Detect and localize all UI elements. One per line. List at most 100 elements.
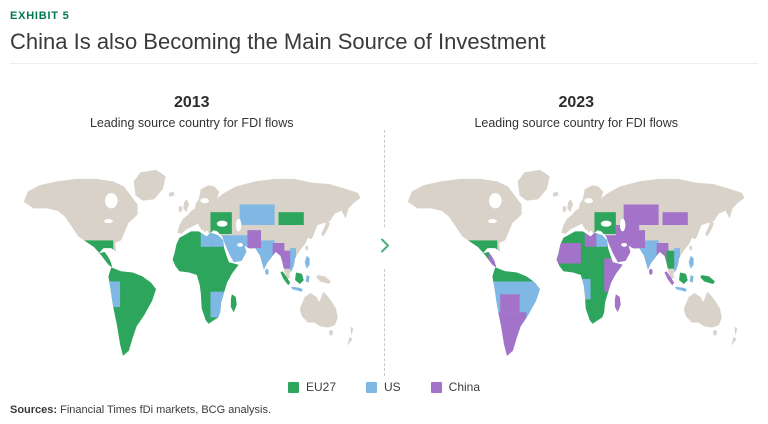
legend-label: China [448, 380, 481, 394]
region-new-zealand [731, 326, 738, 346]
legend-swatch-china [430, 381, 442, 393]
region-vietnam [674, 248, 681, 272]
region-myanmar-bangladesh [656, 242, 669, 264]
legend-swatch-us [366, 381, 377, 393]
overlays-north-america [83, 240, 114, 270]
caspian-sea [620, 218, 626, 232]
region-sulawesi [305, 275, 310, 283]
region-argentina-chile [107, 312, 142, 361]
region-ireland [178, 205, 183, 213]
region-mongolia [662, 212, 689, 226]
baltic-sea [200, 198, 209, 204]
legend-item-us: US [366, 380, 401, 394]
region-united-kingdom [567, 199, 574, 213]
exhibit-header: EXHIBIT 5 China Is also Becoming the Mai… [10, 10, 758, 64]
region-bolivia-paraguay [116, 294, 135, 312]
overlays-south-america [492, 267, 539, 356]
region-tasmania [713, 329, 718, 336]
region-libya [584, 231, 597, 247]
region-mexico [468, 240, 498, 268]
sources-text: Financial Times fDi markets, BCG analysi… [57, 404, 272, 416]
panel-2023: 2023 Leading source country for FDI flow… [395, 94, 759, 376]
sources-label: Sources: [10, 404, 58, 416]
region-sulawesi [689, 275, 694, 283]
panel-year-label: 2013 [173, 94, 210, 111]
region-ireland [562, 205, 567, 213]
region-taiwan [305, 245, 308, 251]
region-new-guinea [700, 275, 716, 285]
region-central-america [104, 253, 114, 270]
region-west-africa [556, 242, 582, 264]
panel-subtitle: Leading source country for FDI flows [474, 116, 679, 130]
caspian-sea [235, 218, 242, 232]
region-central-asia [623, 204, 659, 226]
continent-australia [299, 291, 338, 328]
panel-2013: 2013 Leading source country for FDI flow… [10, 94, 374, 376]
legend-item-eu27: EU27 [287, 380, 336, 394]
black-sea [601, 220, 612, 227]
continent-north-america [23, 178, 138, 268]
region-greenland [517, 169, 551, 201]
region-angola [195, 279, 207, 300]
region-pakistan-afghanistan [247, 230, 261, 249]
region-philippines [689, 255, 694, 269]
legend: EU27 US China [10, 380, 758, 394]
region-taiwan [689, 245, 693, 251]
region-iceland [552, 191, 559, 197]
hudson-bay [104, 192, 118, 209]
baltic-sea [584, 198, 594, 204]
sources-note: Sources: Financial Times fDi markets, BC… [10, 404, 758, 416]
region-mozambique [210, 291, 224, 318]
region-sri-lanka [649, 268, 653, 275]
overlays-north-america [468, 240, 499, 268]
region-east-africa [604, 258, 623, 292]
legend-item-china: China [430, 380, 481, 394]
region-mozambique [595, 292, 609, 318]
region-borneo [679, 272, 689, 285]
region-argentina-chile [492, 312, 527, 356]
persian-gulf [236, 242, 243, 247]
panel-subtitle: Leading source country for FDI flows [89, 116, 294, 130]
world-map-2023 [408, 169, 745, 356]
hudson-bay [489, 192, 502, 209]
region-java [290, 286, 303, 292]
region-myanmar-bangladesh [272, 242, 285, 264]
persian-gulf [621, 242, 628, 247]
region-iceland [168, 191, 175, 197]
region-mexico [83, 240, 114, 268]
exhibit-label: EXHIBIT 5 [10, 10, 70, 22]
great-lakes [488, 219, 498, 224]
arrow-chevron-icon [378, 228, 391, 268]
region-angola [579, 278, 591, 300]
page-title: China Is also Becoming the Main Source o… [10, 29, 546, 54]
region-sri-lanka [264, 268, 269, 275]
region-pakistan-afghanistan [631, 230, 646, 249]
region-west-africa [167, 243, 196, 264]
legend-label: EU27 [305, 380, 336, 394]
continent-australia [684, 291, 723, 328]
legend-label: US [384, 380, 401, 394]
region-madagascar [615, 294, 621, 313]
region-borneo [294, 272, 304, 285]
panel-year-label: 2023 [558, 94, 595, 111]
region-greenland [133, 169, 166, 201]
legend-swatch-eu27 [287, 381, 299, 393]
region-libya [200, 231, 213, 247]
region-bolivia-paraguay [500, 294, 520, 313]
region-madagascar [230, 294, 237, 313]
region-indochina [666, 250, 677, 269]
region-new-zealand [347, 326, 354, 346]
region-central-asia [239, 204, 275, 226]
world-map-2013 [23, 169, 360, 361]
overlays-south-america [107, 281, 142, 361]
black-sea [216, 220, 228, 227]
region-tasmania [328, 329, 333, 336]
region-east-africa [220, 258, 241, 291]
region-vietnam [289, 248, 296, 272]
region-united-kingdom [183, 199, 189, 213]
region-mongolia [278, 212, 304, 226]
region-peru [108, 281, 120, 308]
region-java [675, 286, 688, 292]
panel-divider [378, 130, 391, 376]
